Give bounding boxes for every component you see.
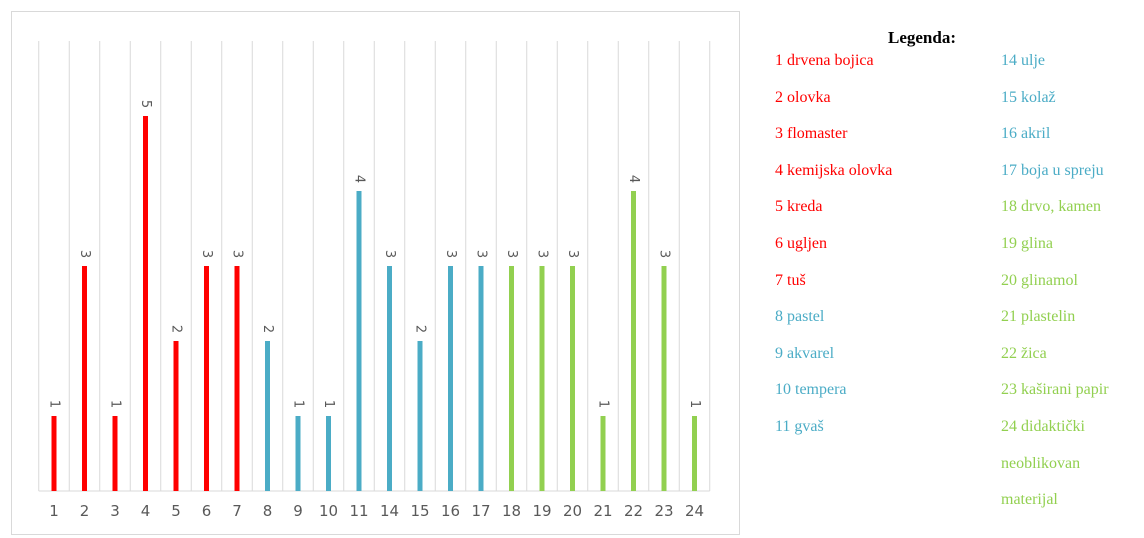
tick-label: 14 (380, 502, 399, 520)
legend-item: 1 drvena bojica (775, 52, 874, 69)
legend-item: 20 glinamol (1001, 271, 1078, 289)
data-label: 4 (626, 175, 641, 183)
data-label: 1 (291, 400, 306, 408)
legend-item: 17 boja u spreju (1001, 161, 1104, 179)
tick-label: 6 (202, 502, 212, 520)
tick-label: 20 (563, 502, 582, 520)
tick-label: 15 (410, 502, 429, 520)
tick-label: 17 (471, 502, 490, 520)
legend-item: 2 olovka (775, 88, 831, 106)
bar (539, 266, 545, 491)
data-label: 2 (413, 325, 428, 333)
legend-item: 22 žica (1001, 344, 1047, 362)
legend: Legenda: 1 drvena bojica 2 olovka 3 flomas… (760, 20, 1140, 535)
legend-item: 9 akvarel (775, 344, 835, 362)
data-label: 3 (504, 250, 519, 258)
tick-label: 2 (80, 502, 90, 520)
tick-label: 8 (263, 502, 273, 520)
data-label: 5 (138, 100, 153, 108)
tick-label: 19 (532, 502, 551, 520)
legend-item: 16 akril (1001, 125, 1051, 143)
chart-area: 1 1 3 2 1 3 5 4 2 5 3 6 3 7 2 8 1 9 1 10 4 11 3 14 2 15 3 16 3 17 3 18 3… (11, 11, 740, 535)
tick-label: 23 (654, 502, 673, 520)
tick-label: 4 (141, 502, 151, 520)
legend-item: 21 plastelin (1001, 308, 1076, 326)
data-label: 3 (565, 250, 580, 258)
data-label: 2 (169, 325, 184, 333)
bar (112, 416, 118, 491)
legend-item: 3 flomaster (775, 125, 848, 143)
tick-label: 24 (685, 502, 704, 520)
data-label: 3 (535, 250, 550, 258)
bar (143, 116, 148, 491)
bar (173, 341, 179, 491)
legend-item: 19 glina (1001, 235, 1053, 252)
data-label: 2 (260, 325, 275, 333)
legend-item: 4 kemijska olovka (775, 161, 893, 179)
tick-label: 10 (319, 502, 338, 520)
bar (326, 416, 331, 491)
data-label: 3 (77, 250, 92, 258)
data-label: 3 (199, 250, 214, 258)
bar (265, 341, 270, 491)
tick-label: 11 (349, 502, 368, 520)
bar (295, 416, 301, 491)
bar (478, 266, 484, 491)
bar (234, 266, 240, 491)
tick-label: 3 (110, 502, 120, 520)
bar (204, 266, 209, 491)
legend-item: 24 didaktički (1001, 418, 1085, 435)
tick-label: 5 (171, 502, 181, 520)
legend-item: materijal (1001, 491, 1058, 509)
legend-item: 8 pastel (775, 308, 825, 326)
tick-label: 21 (593, 502, 612, 520)
tick-label: 22 (624, 502, 643, 520)
data-label: 3 (443, 250, 458, 258)
legend-item: 23 kaširani papir (1001, 381, 1109, 399)
legend-item: 14 ulje (1001, 52, 1045, 69)
tick-label: 18 (502, 502, 521, 520)
legend-item: 18 drvo, kamen (1001, 198, 1101, 216)
data-label: 3 (230, 250, 245, 258)
data-label: 1 (687, 400, 702, 408)
tick-label: 7 (232, 502, 242, 520)
data-label: 1 (108, 400, 123, 408)
bar-chart: 1132135425363728191104113142153163173183… (38, 41, 711, 520)
bar (661, 266, 667, 491)
bar (387, 266, 392, 491)
legend-item: neoblikovan (1001, 454, 1081, 472)
bar (356, 191, 362, 491)
legend-item: 15 kolaž (1001, 88, 1056, 106)
data-label: 1 (596, 400, 611, 408)
bar (82, 266, 87, 491)
bar (631, 191, 636, 491)
data-label: 4 (352, 175, 367, 183)
legend-item: 7 tuš (775, 271, 806, 289)
legend-item: 6 ugljen (775, 235, 827, 252)
data-label: 3 (657, 250, 672, 258)
tick-label: 16 (441, 502, 460, 520)
legend-item: 10 tempera (775, 381, 847, 399)
data-label: 3 (474, 250, 489, 258)
legend-title: Legenda: (888, 28, 956, 47)
tick-label: 9 (293, 502, 303, 520)
bar (570, 266, 575, 491)
bar (509, 266, 514, 491)
legend-item: 5 kreda (775, 198, 823, 216)
bar (692, 416, 697, 491)
bar (51, 416, 57, 491)
bar (448, 266, 453, 491)
data-label: 3 (382, 250, 397, 258)
legend-item: 11 gvaš (775, 418, 824, 435)
data-label: 1 (47, 400, 62, 408)
tick-label: 1 (49, 502, 59, 520)
data-label: 1 (321, 400, 336, 408)
bar (417, 341, 423, 491)
bar (600, 416, 606, 491)
